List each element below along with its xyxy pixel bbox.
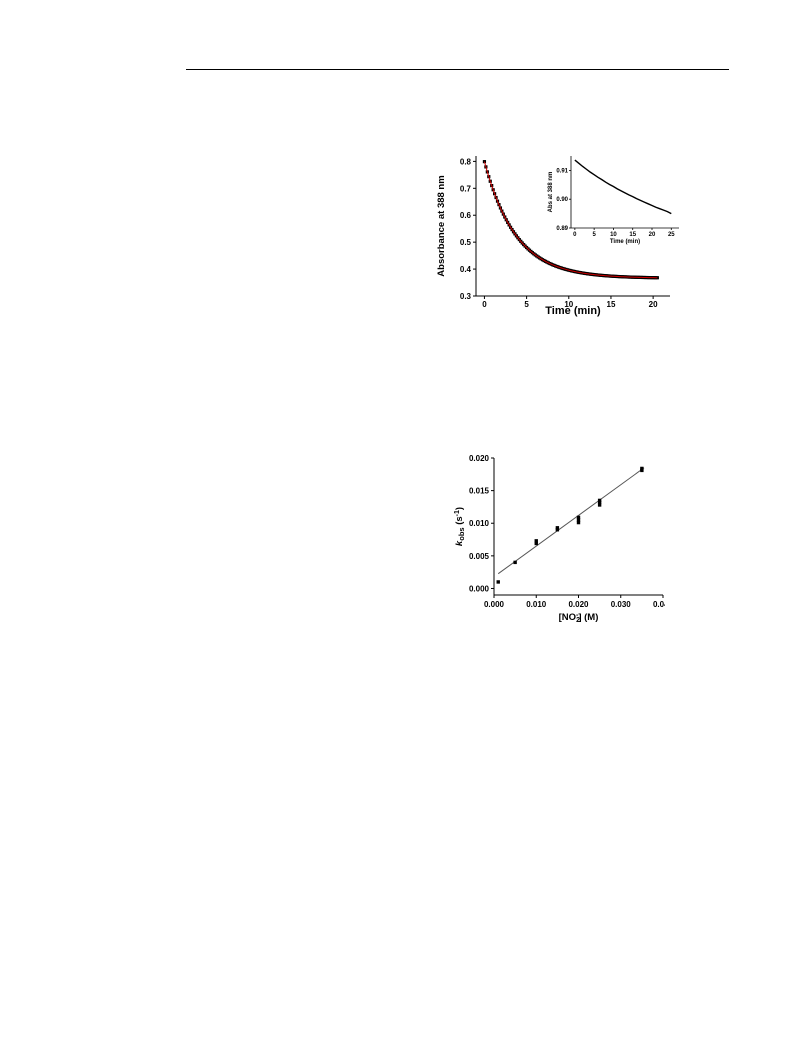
absorbance-x-tick-label: 10 <box>564 300 573 309</box>
kobs-fit-line <box>497 467 645 575</box>
kobs-fit-line-segment <box>497 467 645 575</box>
inset-chart: 0 5 10 15 20 25 0.89 0.90 0.91 Time (min) Abs at 3… <box>548 156 679 245</box>
absorbance-y-axis-label: Absorbance at 388 nm <box>436 175 447 276</box>
kobs-x-tick-label: 0.030 <box>611 600 632 609</box>
inset-x-tick-label: 15 <box>629 232 636 238</box>
inset-y-axis-label: Abs at 388 nm <box>548 172 554 213</box>
absorbance-y-tick-label: 0.7 <box>460 184 472 193</box>
absorbance-y-tick-label: 0.4 <box>460 265 472 274</box>
kobs-data-point <box>597 500 602 505</box>
kobs-x-tick-label: 0.010 <box>526 600 547 609</box>
kobs-x-tick-label: 0.040 <box>653 600 665 609</box>
absorbance-x-tick-label: 15 <box>607 300 616 309</box>
kobs-data-point <box>597 498 602 503</box>
inset-x-tick-label: 5 <box>592 232 596 238</box>
kobs-data-point <box>576 520 581 525</box>
absorbance-y-tick-label: 0.3 <box>460 292 472 301</box>
kobs-y-tick-label: 0.005 <box>469 552 490 561</box>
absorbance-ticks: 0 5 10 15 20 0.3 0.4 0.5 0.6 0.7 0.8 <box>460 157 658 309</box>
inset-y-tick-label: 0.90 <box>556 197 568 203</box>
absorbance-fit-line <box>483 161 658 279</box>
inset-x-tick-label: 20 <box>649 232 656 238</box>
absorbance-x-tick-label: 20 <box>649 300 658 309</box>
kobs-data-point <box>640 468 644 473</box>
absorbance-y-tick-label: 0.8 <box>460 157 472 166</box>
absorbance-chart-svg: 0 5 10 15 20 0.3 0.4 0.5 0.6 0.7 0.8 0 5 10 15 20 25 0.8… <box>436 156 679 317</box>
absorbance-fit-curve <box>483 161 658 279</box>
kobs-data-point <box>555 526 560 530</box>
kobs-data-point <box>576 518 581 522</box>
absorbance-x-axis-label: Time (min) <box>545 305 601 317</box>
inset-x-tick-label: 25 <box>668 232 675 238</box>
inset-y-tick-label: 0.89 <box>556 226 568 232</box>
absorbance-figure: 0 5 10 15 20 0.3 0.4 0.5 0.6 0.7 0.8 0 5 10 15 20 25 0.8… <box>430 150 680 325</box>
inset-y-tick-label: 0.91 <box>556 168 568 174</box>
kobs-data-point <box>534 539 538 543</box>
kobs-data-point <box>496 580 500 584</box>
kobs-y-tick-label: 0.015 <box>469 487 490 496</box>
kobs-data-point <box>576 515 581 520</box>
absorbance-axes <box>475 156 670 297</box>
kobs-ticks: 0.000 0.010 0.020 0.030 0.040 0.000 0.005 0.010… <box>469 454 674 609</box>
header-rule <box>186 69 729 70</box>
absorbance-x-tick-label: 0 <box>482 300 487 309</box>
kobs-x-tick-label: 0.020 <box>568 600 589 609</box>
inset-x-tick-label: 10 <box>610 232 617 238</box>
absorbance-x-tick-label: 5 <box>524 300 529 309</box>
kobs-y-tick-label: 0.010 <box>469 519 490 528</box>
inset-x-axis-label: Time (min) <box>610 239 640 245</box>
kobs-y-axis-label: kobs (s-1) <box>454 507 466 546</box>
absorbance-y-tick-label: 0.6 <box>460 211 472 220</box>
kobs-x-axis-label: [NO2-] (M) <box>559 612 599 624</box>
kobs-axes <box>493 458 663 596</box>
kobs-data-point <box>555 528 560 532</box>
kobs-y-tick-label: 0.000 <box>469 584 490 593</box>
kobs-data-point <box>534 541 538 546</box>
kobs-x-tick-label: 0.000 <box>484 600 505 609</box>
kobs-figure: 0.000 0.010 0.020 0.030 0.040 0.000 0.005 0.010… <box>450 450 674 628</box>
kobs-data-points <box>496 466 644 584</box>
kobs-y-tick-label: 0.020 <box>469 454 490 463</box>
kobs-data-point <box>640 466 644 471</box>
inset-x-tick-label: 0 <box>573 232 577 238</box>
inset-data-line <box>574 159 672 215</box>
kobs-chart-svg: 0.000 0.010 0.020 0.030 0.040 0.000 0.005 0.010… <box>454 454 674 624</box>
kobs-data-point <box>513 560 517 565</box>
absorbance-y-tick-label: 0.5 <box>460 238 472 247</box>
kobs-data-point <box>597 503 602 507</box>
